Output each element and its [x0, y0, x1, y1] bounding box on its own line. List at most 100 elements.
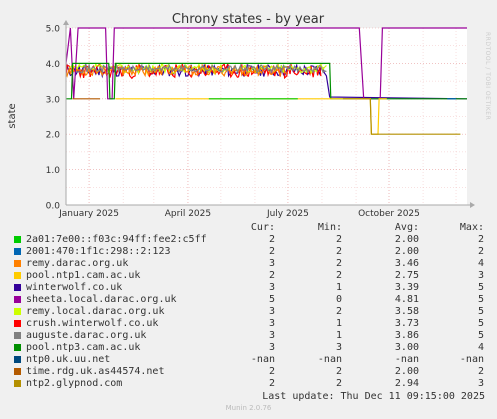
legend-avg: 3.46 — [394, 258, 419, 269]
legend-avg: -nan — [394, 354, 419, 365]
last-update: Last update: Thu Dec 11 09:15:00 2025 — [262, 391, 485, 402]
axes — [63, 20, 475, 208]
legend-label: sheeta.local.darac.org.uk — [26, 294, 177, 305]
chart-canvas: Chrony states - by year state 0.0 1.0 2.0 3… — [7, 12, 475, 219]
legend-max: 2 — [477, 234, 484, 245]
legend-label: pool.ntp1.cam.ac.uk — [26, 270, 141, 281]
legend-min: 1 — [335, 282, 342, 293]
legend-row: pool.ntp1.cam.ac.uk 2 2 2.75 3 — [0, 270, 497, 282]
legend-rows: 2a01:7e00::f03c:94ff:fee2:c5ff 2 2 2.00 2 200… — [0, 234, 497, 390]
x-tick-label: January 2025 — [58, 209, 119, 219]
legend-label: remy.darac.org.uk — [26, 258, 129, 269]
series-line-auguste-darac-org-uk — [75, 62, 327, 74]
legend-avg: 3.86 — [394, 330, 419, 341]
legend-row: pool.ntp3.cam.ac.uk 3 3 3.00 4 — [0, 342, 497, 354]
legend-min: 3 — [335, 342, 342, 353]
legend-cur: 2 — [268, 246, 275, 257]
legend-label: 2001:470:1f1c:298::2:123 — [26, 246, 171, 257]
x-tick-labels: January 2025 April 2025 July 2025 October 2… — [58, 209, 420, 219]
legend-min: 0 — [335, 294, 342, 305]
legend-min: 2 — [335, 258, 342, 269]
y-tick-labels: 0.0 1.0 2.0 3.0 4.0 5.0 — [46, 25, 61, 212]
legend-min: 2 — [335, 246, 342, 257]
legend-cur: 5 — [268, 294, 275, 305]
legend-swatch — [14, 236, 21, 243]
legend-max: 4 — [477, 258, 484, 269]
legend-avg: 3.73 — [394, 318, 419, 329]
legend-max: 5 — [477, 318, 484, 329]
legend-cur: -nan — [250, 354, 275, 365]
legend-header-cur: Cur: — [250, 222, 275, 233]
legend-label: auguste.darac.org.uk — [26, 330, 147, 341]
legend-swatch — [14, 260, 21, 267]
series-lines — [65, 27, 468, 135]
legend-cur: 2 — [268, 366, 275, 377]
legend-swatch — [14, 272, 21, 279]
legend-cur: 2 — [268, 270, 275, 281]
legend-cur: 3 — [268, 342, 275, 353]
legend-max: 3 — [477, 378, 484, 389]
legend-label: ntp2.glypnod.com — [26, 378, 123, 389]
legend-avg: 2.00 — [394, 246, 419, 257]
chart-title: Chrony states - by year — [172, 12, 325, 27]
legend-avg: 2.75 — [394, 270, 419, 281]
legend-avg: 3.58 — [394, 306, 419, 317]
legend-cur: 3 — [268, 318, 275, 329]
x-tick-label: October 2025 — [358, 209, 420, 219]
legend-label: ntp0.uk.uu.net — [26, 354, 111, 365]
legend-avg: 3.39 — [394, 282, 419, 293]
x-axis-arrow — [470, 202, 475, 208]
legend-max: 4 — [477, 342, 484, 353]
legend-row: sheeta.local.darac.org.uk 5 0 4.81 5 — [0, 294, 497, 306]
y-tick-label: 2.0 — [46, 131, 61, 141]
y-tick-label: 0.0 — [46, 202, 61, 212]
legend-swatch — [14, 368, 21, 375]
x-tick-label: April 2025 — [165, 209, 211, 219]
legend-row: crush.winterwolf.co.uk 3 1 3.73 5 — [0, 318, 497, 330]
legend-max: 5 — [477, 294, 484, 305]
rrdtool-credit: RRDTOOL / TOBI OETIKER — [484, 32, 491, 121]
y-tick-label: 4.0 — [46, 60, 61, 70]
legend-max: 2 — [477, 246, 484, 257]
series-line-ntp2-glypnod-com — [342, 98, 461, 135]
legend-row: remy.local.darac.org.uk 3 2 3.58 5 — [0, 306, 497, 318]
legend-max: 5 — [477, 330, 484, 341]
legend-swatch — [14, 296, 21, 303]
legend-cur: 3 — [268, 282, 275, 293]
legend-min: 1 — [335, 318, 342, 329]
legend-header-avg: Avg: — [394, 222, 419, 233]
series-line-remy-local-darac-org-uk — [68, 63, 327, 76]
legend-max: 3 — [477, 270, 484, 281]
legend-min: 2 — [335, 270, 342, 281]
legend-label: crush.winterwolf.co.uk — [26, 318, 159, 329]
legend-label: time.rdg.uk.as44574.net — [26, 366, 165, 377]
legend-cur: 3 — [268, 330, 275, 341]
legend-min: 1 — [335, 330, 342, 341]
y-axis-label: state — [7, 103, 18, 128]
legend-swatch — [14, 320, 21, 327]
legend-label: remy.local.darac.org.uk — [26, 306, 165, 317]
legend-avg: 2.94 — [394, 378, 419, 389]
legend-header: Cur: Min: Avg: Max: — [0, 222, 497, 234]
legend-avg: 2.00 — [394, 234, 419, 245]
legend-row: ntp0.uk.uu.net -nan -nan -nan -nan — [0, 354, 497, 366]
legend-swatch — [14, 356, 21, 363]
legend-avg: 4.81 — [394, 294, 419, 305]
legend-swatch — [14, 332, 21, 339]
legend-label: winterwolf.co.uk — [26, 282, 123, 293]
legend-row: time.rdg.uk.as44574.net 2 2 2.00 2 — [0, 366, 497, 378]
legend-min: -nan — [317, 354, 342, 365]
legend-swatch — [14, 380, 21, 387]
legend-label: pool.ntp3.cam.ac.uk — [26, 342, 141, 353]
legend-header-max: Max: — [459, 222, 484, 233]
legend: Cur: Min: Avg: Max: 2a01:7e00::f03c:94ff… — [0, 222, 497, 390]
legend-swatch — [14, 344, 21, 351]
legend-max: 5 — [477, 306, 484, 317]
legend-swatch — [14, 248, 21, 255]
legend-max: 5 — [477, 282, 484, 293]
legend-row: 2001:470:1f1c:298::2:123 2 2 2.00 2 — [0, 246, 497, 258]
munin-version: Munin 2.0.76 — [225, 404, 272, 412]
legend-min: 2 — [335, 378, 342, 389]
legend-row: remy.darac.org.uk 3 2 3.46 4 — [0, 258, 497, 270]
legend-cur: 2 — [268, 234, 275, 245]
